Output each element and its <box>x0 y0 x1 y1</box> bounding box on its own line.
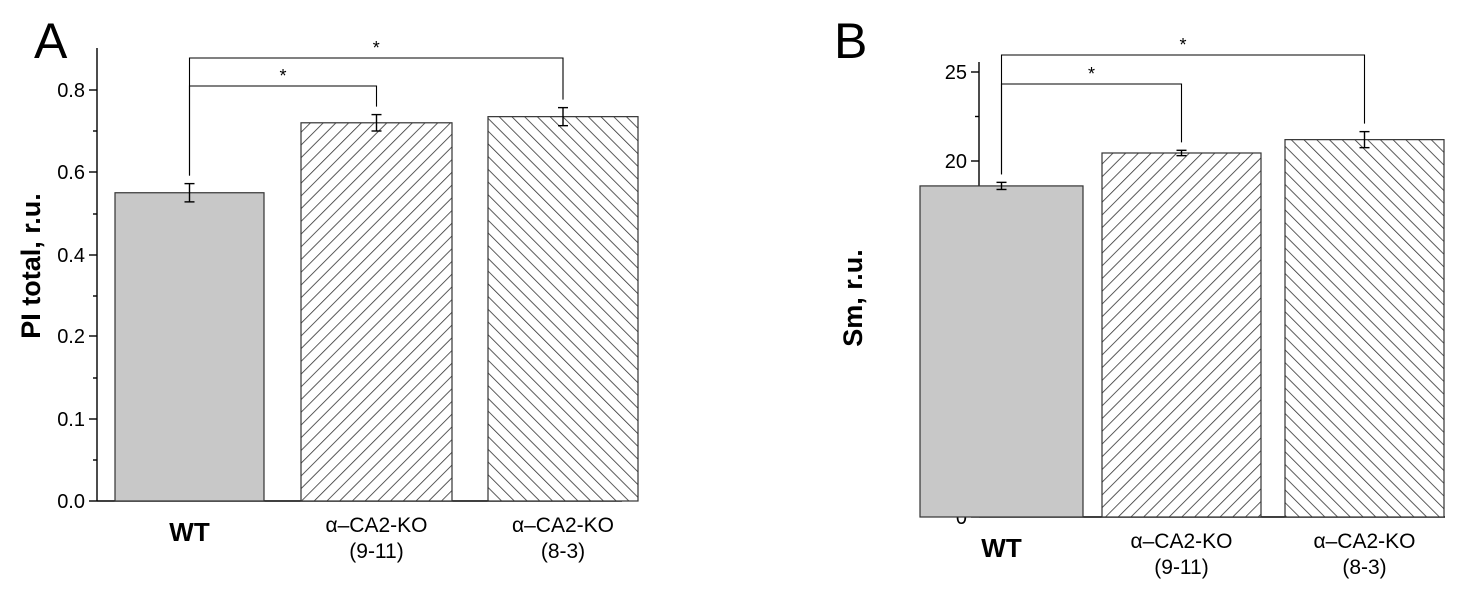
bar <box>114 192 265 502</box>
y-axis-label: PI total, r.u. <box>16 193 46 339</box>
panel-label: B <box>834 13 867 69</box>
x-tick-label: WT <box>981 533 1022 563</box>
y-tick-label: 20 <box>945 151 967 173</box>
x-tick-label: (9-11) <box>1154 556 1208 579</box>
significance-bracket <box>1000 54 1366 175</box>
y-tick-label: 25 <box>945 62 967 84</box>
y-tick-label: 0 <box>956 507 967 529</box>
x-tick-label: WT <box>169 517 210 547</box>
bar <box>919 185 1084 518</box>
bar <box>487 116 639 502</box>
y-axis-label: Sm, r.u. <box>838 249 868 347</box>
x-tick-label: α–CA2-KO <box>1313 530 1415 553</box>
bar <box>300 122 453 502</box>
significance-star: * <box>1088 64 1095 84</box>
x-tick-label: (8-3) <box>1342 556 1386 579</box>
x-tick-label: α–CA2-KO <box>512 514 614 537</box>
x-tick-label: α–CA2-KO <box>1130 530 1232 553</box>
y-tick-label: 0.1 <box>57 409 85 431</box>
significance-star: * <box>373 38 380 58</box>
significance-star: * <box>1179 35 1186 55</box>
y-tick-label: 0.6 <box>57 162 85 184</box>
chart-panel-b: B Sm, r.u. 0510152025WTα–CA2-KO(9-11)α–C… <box>834 13 1445 579</box>
y-tick-label: 0.4 <box>57 245 85 267</box>
bar <box>1101 152 1262 518</box>
y-tick-label: 0.2 <box>57 326 85 348</box>
significance-star: * <box>279 66 286 86</box>
plot-area: 0510152025WTα–CA2-KO(9-11)α–CA2-KO(8-3)*… <box>919 35 1445 579</box>
x-tick-label: (8-3) <box>541 540 585 563</box>
significance-bracket <box>188 57 564 176</box>
panel-label: A <box>34 13 68 69</box>
plot-area: 0.0 0.1 0.2 0.4 0.6 0.8 WT α–CA2-KO (9-11) α–CA2-… <box>57 38 639 563</box>
chart-panel-a: A PI total, r.u. 0.0 0.1 0.2 0.4 0.6 0.8 WT α–C… <box>16 13 639 563</box>
bar <box>1284 139 1445 518</box>
x-tick-label: (9-11) <box>349 540 403 563</box>
x-tick-label: α–CA2-KO <box>325 514 427 537</box>
y-tick-label: 0.0 <box>57 491 85 513</box>
y-tick-label: 0.8 <box>57 80 85 102</box>
